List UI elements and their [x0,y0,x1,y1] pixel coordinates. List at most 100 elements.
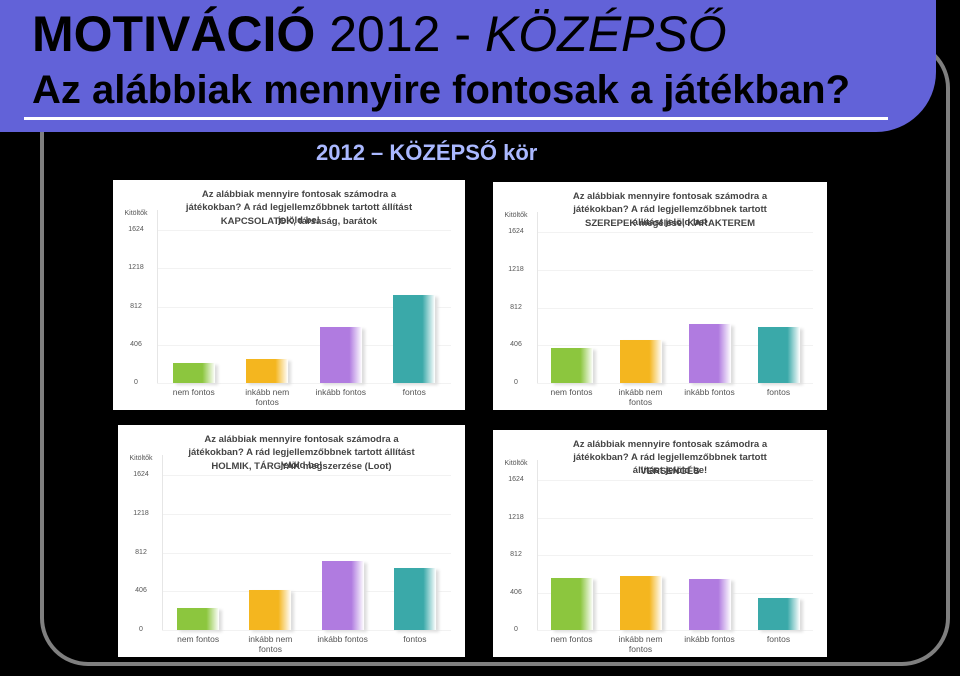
y-axis [537,460,538,630]
y-axis [537,212,538,383]
bar [619,340,662,383]
chart-subtitle: SZEREPEK megélése, KARAKTEREM [585,218,755,229]
grid-line [537,592,813,594]
y-tick-label: 1218 [133,509,149,517]
y-tick-label: 0 [139,626,143,633]
y-axis-label: Kitöltők [504,212,528,219]
banner-rule [24,117,888,120]
bar [688,578,731,630]
bar [688,324,731,383]
bar [550,577,593,630]
x-tick-label: fontos [766,634,791,644]
y-tick-label: 0 [514,626,518,633]
x-tick-label: nem fontos [550,634,593,644]
bar [757,327,800,383]
y-axis-label: Kitöltők [504,460,528,467]
bar [321,561,364,630]
y-tick-label: 1624 [508,228,524,235]
chart-panel: Az alábbiak mennyire fontosak számodra a… [493,430,827,657]
x-tick-label: inkább nem fontos [248,634,293,654]
chart-subtitle: VERSENGÉS [640,466,700,477]
bar [393,568,436,630]
x-tick-label: nem fontos [172,387,215,397]
slide-title: MOTIVÁCIÓ 2012 - KÖZÉPSŐ [32,4,727,64]
x-tick-label: inkább nem fontos [618,634,663,654]
bar [246,358,289,383]
y-tick-label: 0 [134,379,138,386]
chart-panel: Az alábbiak mennyire fontosak számodra a… [113,180,465,410]
bar [550,348,593,383]
chart-title: Az alábbiak mennyire fontosak számodra a… [572,439,768,476]
chart-panel: Az alábbiak mennyire fontosak számodra a… [493,182,827,410]
y-tick-label: 1624 [133,471,149,478]
bar [393,295,436,383]
bar [319,327,362,383]
grid-line [162,552,451,554]
x-tick-label: inkább fontos [317,634,368,644]
bar [172,362,215,383]
grid-line [162,630,451,631]
y-axis [162,455,163,630]
y-tick-label: 812 [510,551,522,558]
chart-title: Az alábbiak mennyire fontosak számodra a… [572,191,768,228]
x-tick-label: inkább fontos [684,634,735,644]
title-part: MOTIVÁCIÓ [32,6,316,62]
grid-line [157,230,451,231]
bar [619,575,662,630]
chart-subtitle: HOLMIK, TÁRGYAK megszerzése (Loot) [211,461,392,472]
grid-line [537,555,813,556]
grid-line [157,383,451,384]
grid-line [537,480,813,481]
y-tick-label: 812 [135,548,147,556]
grid-line [537,232,813,233]
y-tick-label: 406 [130,340,142,348]
chart-panel: Az alábbiak mennyire fontosak számodra a… [118,425,465,657]
title-part: 2012 - [329,6,472,62]
y-tick-label: 406 [135,587,147,595]
y-tick-label: 1624 [128,226,144,233]
y-axis [157,210,158,383]
x-tick-label: inkább nem fontos [618,387,663,407]
y-tick-label: 0 [514,379,518,386]
x-tick-label: nem fontos [177,634,220,644]
grid-line [537,517,813,519]
x-tick-label: inkább nem fontos [245,387,290,407]
bar [177,608,220,630]
chart-title: Az alábbiak mennyire fontosak számodra a… [188,434,415,471]
y-tick-label: 406 [510,341,522,349]
x-tick-label: fontos [766,387,791,397]
x-tick-label: fontos [403,634,427,644]
grid-line [537,269,813,271]
x-tick-label: inkább fontos [684,387,735,397]
grid-line [162,475,451,476]
grid-line [157,344,451,346]
grid-line [537,630,813,631]
bar [757,597,800,630]
grid-line [537,307,813,309]
y-tick-label: 1218 [128,264,144,272]
grid-line [157,306,451,308]
x-tick-label: fontos [402,387,426,397]
title-part: KÖZÉPSŐ [484,6,727,62]
x-tick-label: nem fontos [550,387,593,397]
grid-line [537,383,813,384]
chart-title: Az alábbiak mennyire fontosak számodra a… [185,189,413,226]
y-tick-label: 406 [510,588,522,596]
slide-heading: 2012 – KÖZÉPSŐ kör [316,140,538,165]
slide-subtitle: Az alábbiak mennyire fontosak a játékban… [32,68,851,112]
x-tick-label: inkább fontos [315,387,367,397]
y-axis-label: Kitöltők [124,210,148,217]
y-tick-label: 812 [130,302,142,310]
y-tick-label: 1218 [508,513,524,521]
banner [0,0,936,132]
grid-line [162,513,451,515]
y-tick-label: 1624 [508,476,524,483]
grid-line [162,591,451,593]
grid-line [157,268,451,270]
y-axis-label: Kitöltők [129,455,153,462]
y-tick-label: 1218 [508,265,524,273]
y-tick-label: 812 [510,303,522,311]
grid-line [537,345,813,347]
chart-subtitle: KAPCSOLATOK, társaság, barátok [220,216,378,227]
